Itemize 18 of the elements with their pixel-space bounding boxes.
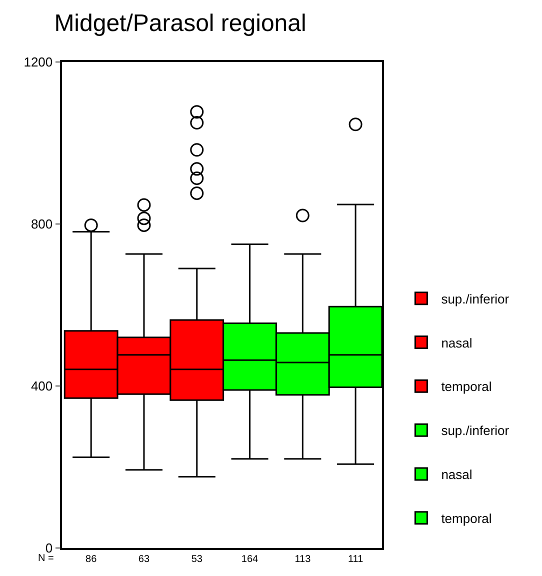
legend-label: temporal <box>441 379 492 394</box>
legend-label: sup./inferior <box>441 423 510 438</box>
x-tick-label: 86 <box>86 554 98 565</box>
y-tick-label: 1200 <box>24 54 53 70</box>
legend-label: temporal <box>441 510 492 526</box>
chart-title: Midget/Parasol regional <box>54 10 306 38</box>
text: N = <box>38 553 54 564</box>
legend-label: sup./inferior <box>441 291 510 306</box>
y-tick-label: 0 <box>45 540 53 556</box>
x-tick-label: 113 <box>294 554 312 565</box>
legend-label: nasal <box>441 467 472 482</box>
y-tick-label: 800 <box>30 216 53 232</box>
x-tick-label: 111 <box>348 554 364 565</box>
y-tick-label: 400 <box>30 378 53 394</box>
x-tick-label: 53 <box>191 554 203 565</box>
x-tick-label: 63 <box>138 554 150 565</box>
legend-label: nasal <box>441 335 472 350</box>
x-tick-label: 164 <box>241 554 259 565</box>
